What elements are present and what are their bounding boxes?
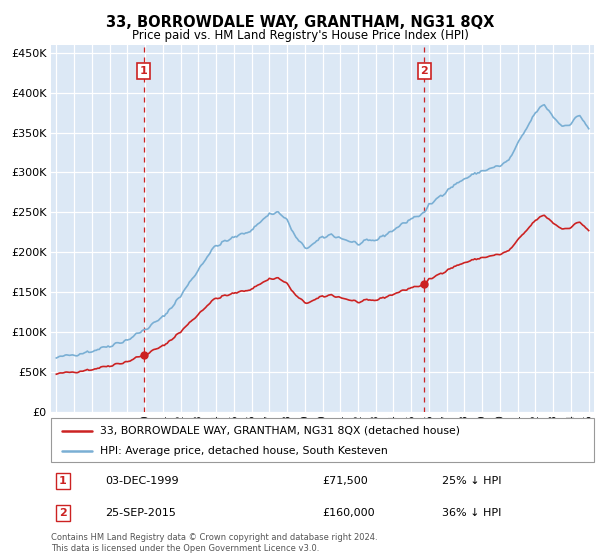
Text: 33, BORROWDALE WAY, GRANTHAM, NG31 8QX (detached house): 33, BORROWDALE WAY, GRANTHAM, NG31 8QX (… (100, 426, 460, 436)
Text: 1: 1 (140, 66, 148, 76)
Text: Contains HM Land Registry data © Crown copyright and database right 2024.
This d: Contains HM Land Registry data © Crown c… (51, 533, 377, 553)
Text: 25% ↓ HPI: 25% ↓ HPI (442, 476, 502, 486)
Text: 2: 2 (421, 66, 428, 76)
Text: 33, BORROWDALE WAY, GRANTHAM, NG31 8QX: 33, BORROWDALE WAY, GRANTHAM, NG31 8QX (106, 15, 494, 30)
Text: 36% ↓ HPI: 36% ↓ HPI (442, 508, 502, 518)
Text: 25-SEP-2015: 25-SEP-2015 (106, 508, 176, 518)
Text: 1: 1 (59, 476, 67, 486)
Text: £71,500: £71,500 (323, 476, 368, 486)
Text: 03-DEC-1999: 03-DEC-1999 (106, 476, 179, 486)
Text: 2: 2 (59, 508, 67, 518)
Text: Price paid vs. HM Land Registry's House Price Index (HPI): Price paid vs. HM Land Registry's House … (131, 29, 469, 42)
Text: HPI: Average price, detached house, South Kesteven: HPI: Average price, detached house, Sout… (100, 446, 388, 456)
Text: £160,000: £160,000 (323, 508, 375, 518)
FancyBboxPatch shape (51, 418, 594, 462)
